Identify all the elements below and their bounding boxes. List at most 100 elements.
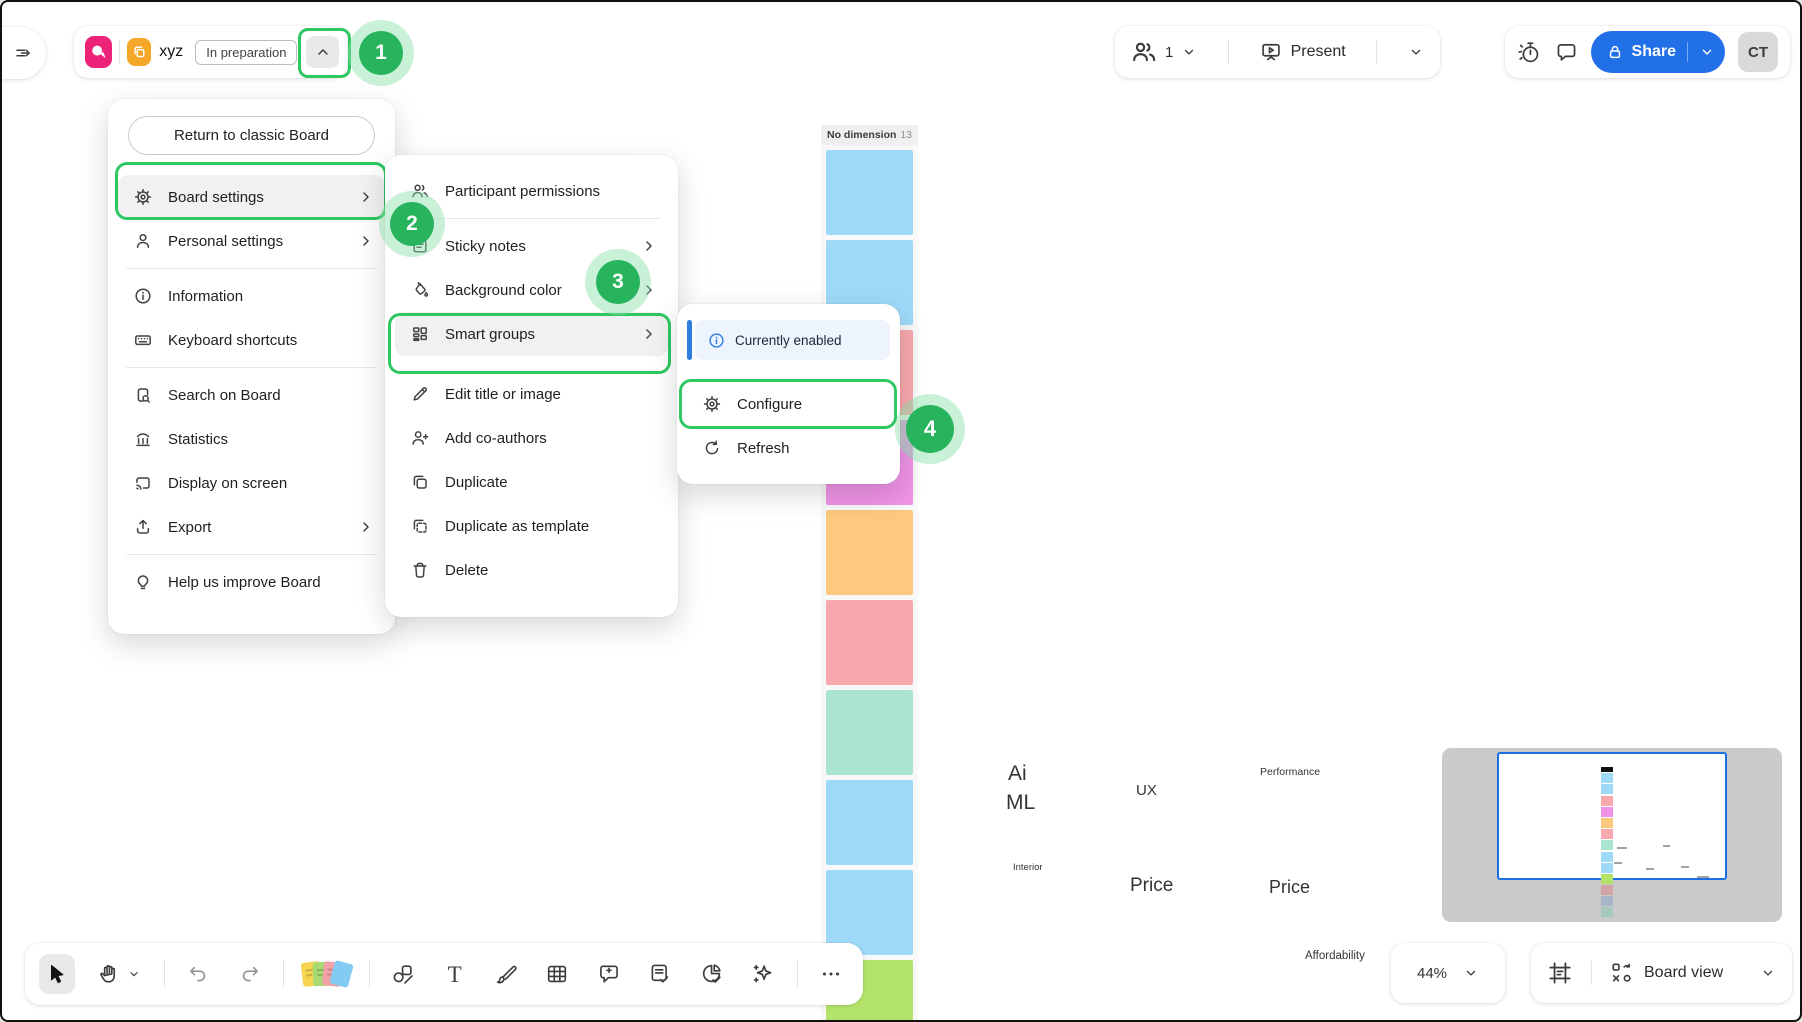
- menu-item-participant-permissions[interactable]: Participant permissions: [395, 169, 668, 213]
- sticky-notes-tool-button[interactable]: [299, 954, 355, 994]
- share-button[interactable]: Share: [1590, 31, 1725, 73]
- sticky-note[interactable]: [826, 510, 913, 595]
- canvas-text[interactable]: UX: [1136, 782, 1157, 799]
- canvas-text[interactable]: Ai: [1008, 762, 1027, 785]
- sticky-note[interactable]: [826, 690, 913, 775]
- board-menu-button[interactable]: [306, 36, 339, 68]
- presence-control[interactable]: 1: [1131, 39, 1197, 65]
- redo-icon: [238, 962, 262, 986]
- app-logo-icon[interactable]: [85, 36, 113, 68]
- minimap-note: [1601, 773, 1613, 784]
- status-banner: Currently enabled: [687, 320, 890, 360]
- canvas-text[interactable]: Price: [1269, 877, 1311, 897]
- canvas-text[interactable]: Performance: [1260, 766, 1321, 778]
- menu-item-search-on-board[interactable]: Search on Board: [118, 373, 385, 417]
- menu-item-smart-groups[interactable]: Smart groups: [395, 312, 668, 356]
- menu-item-refresh[interactable]: Refresh: [687, 426, 890, 470]
- export-icon: [134, 518, 152, 536]
- minimap[interactable]: [1442, 748, 1782, 922]
- column-count: 13: [900, 129, 912, 141]
- participants-icon: [1131, 39, 1157, 65]
- canvas-text[interactable]: Interior: [1013, 862, 1043, 873]
- select-tool-button[interactable]: [39, 954, 75, 994]
- board-view-label: Board view: [1644, 964, 1724, 981]
- menu-item-duplicate-as-template[interactable]: Duplicate as template: [395, 504, 668, 548]
- sidebar-toggle-button[interactable]: [2, 27, 46, 79]
- chevron-down-icon: [127, 967, 141, 981]
- table-tool-button[interactable]: [539, 954, 575, 994]
- column-header: No dimension 13: [821, 125, 918, 145]
- minimap-note: [1601, 817, 1613, 828]
- smart-groups-icon: [411, 325, 429, 343]
- menu-item-statistics[interactable]: Statistics: [118, 417, 385, 461]
- chart-tool-button[interactable]: [694, 954, 730, 994]
- more-tools-button[interactable]: [813, 954, 849, 994]
- sticky-note[interactable]: [826, 600, 913, 685]
- divider: [1687, 42, 1688, 62]
- present-options-button[interactable]: [1408, 44, 1424, 60]
- ai-assist-tool-button[interactable]: [745, 954, 781, 994]
- survey-notes-tool-button[interactable]: [642, 954, 678, 994]
- present-button[interactable]: Present: [1260, 41, 1346, 63]
- undo-button[interactable]: [180, 954, 216, 994]
- canvas-text[interactable]: Price: [1130, 875, 1174, 896]
- menu-item-export[interactable]: Export: [118, 505, 385, 549]
- present-icon: [1260, 41, 1282, 63]
- share-options-chevron-icon[interactable]: [1699, 44, 1715, 60]
- canvas-text[interactable]: ML: [1006, 791, 1036, 814]
- menu-item-board-settings[interactable]: Board settings: [118, 175, 385, 219]
- redo-button[interactable]: [232, 954, 268, 994]
- hand-tool-button[interactable]: [90, 954, 148, 994]
- info-circle-icon: [708, 332, 725, 349]
- minimap-note: [1601, 873, 1613, 884]
- comment-tool-button[interactable]: [591, 954, 627, 994]
- pen-tool-button[interactable]: [488, 954, 524, 994]
- menu-item-background-color[interactable]: Background color: [395, 268, 668, 312]
- hand-icon: [97, 962, 121, 986]
- menu-item-add-co-authors[interactable]: Add co-authors: [395, 416, 668, 460]
- zoom-control[interactable]: 44%: [1391, 943, 1505, 1003]
- minimap-note: [1601, 806, 1613, 817]
- pencil-icon: [411, 385, 429, 403]
- presence-present-bar: 1 Present: [1115, 26, 1440, 78]
- divider: [1376, 40, 1378, 64]
- menu-item-display-on-screen[interactable]: Display on screen: [118, 461, 385, 505]
- menu-item-duplicate[interactable]: Duplicate: [395, 460, 668, 504]
- text-tool-button[interactable]: T: [437, 954, 473, 994]
- menu-item-help-improve[interactable]: Help us improve Board: [118, 560, 385, 604]
- gear-icon: [134, 188, 152, 206]
- frames-button[interactable]: [1547, 960, 1573, 986]
- menu-item-delete[interactable]: Delete: [395, 548, 668, 592]
- menu-item-personal-settings[interactable]: Personal settings: [118, 219, 385, 263]
- brush-icon: [494, 962, 518, 986]
- menu-item-information[interactable]: Information: [118, 274, 385, 318]
- refresh-icon: [703, 439, 721, 457]
- timer-icon[interactable]: [1517, 40, 1542, 65]
- smart-group-column[interactable]: No dimension 13: [821, 125, 918, 1020]
- minimap-text-mark: [1681, 866, 1689, 868]
- statistics-icon: [134, 430, 152, 448]
- project-icon[interactable]: [127, 38, 152, 66]
- board-title[interactable]: xyz: [159, 43, 184, 60]
- avatar[interactable]: CT: [1738, 32, 1778, 72]
- menu-item-configure[interactable]: Configure: [687, 382, 890, 426]
- chat-icon[interactable]: [1555, 41, 1578, 64]
- sticky-note[interactable]: [826, 870, 913, 955]
- menu-item-keyboard-shortcuts[interactable]: Keyboard shortcuts: [118, 318, 385, 362]
- menu-item-edit-title-image[interactable]: Edit title or image: [395, 372, 668, 416]
- board-view-button[interactable]: Board view: [1610, 961, 1776, 985]
- sticky-note[interactable]: [826, 780, 913, 865]
- sticky-note[interactable]: [826, 150, 913, 235]
- divider: [385, 356, 678, 372]
- zoom-level: 44%: [1416, 964, 1448, 982]
- divider: [126, 268, 377, 269]
- canvas-text[interactable]: Affordability: [1305, 950, 1365, 962]
- shapes-tool-button[interactable]: [385, 954, 421, 994]
- status-badge[interactable]: In preparation: [195, 39, 298, 65]
- return-to-classic-button[interactable]: Return to classic Board: [128, 116, 375, 155]
- board-title-bar: xyz In preparation: [74, 26, 347, 78]
- divider: [283, 960, 285, 988]
- sparkle-icon: [751, 962, 775, 986]
- text-tool-icon: T: [447, 961, 462, 987]
